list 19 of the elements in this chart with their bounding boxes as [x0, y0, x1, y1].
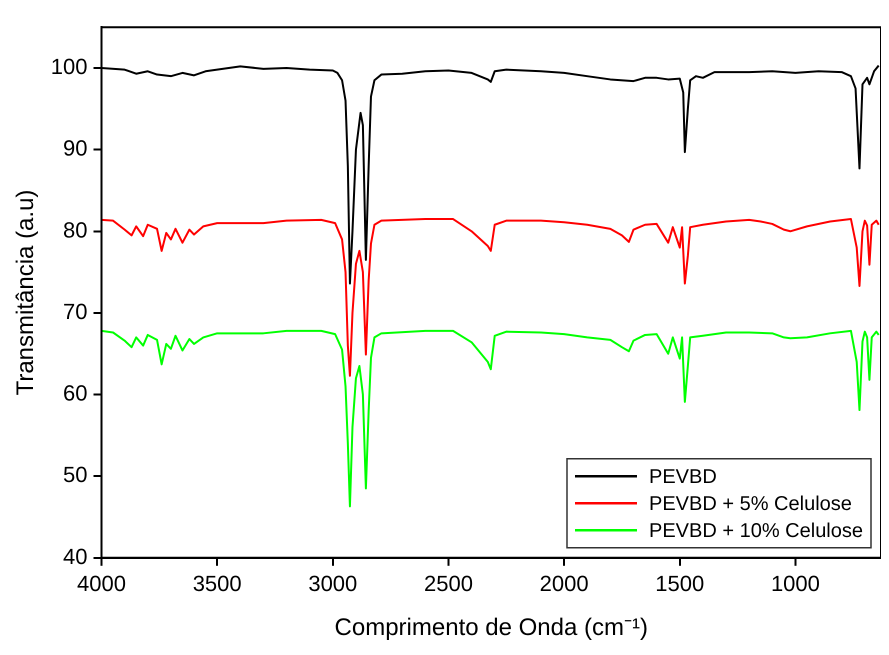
x-axis-title: Comprimento de Onda (cm⁻¹): [334, 614, 648, 642]
x-tick-label: 3000: [308, 571, 358, 596]
legend-label: PEVBD + 5% Celulose: [648, 492, 852, 515]
y-tick-label: 50: [63, 462, 88, 488]
x-tick-label: 4000: [77, 571, 126, 596]
x-tick-label: 2000: [540, 571, 589, 596]
y-tick-label: 60: [63, 380, 88, 406]
y-tick-label: 90: [63, 136, 88, 161]
y-tick-label: 70: [63, 298, 88, 324]
legend-label: PEVBD: [648, 466, 717, 488]
y-tick-label: 100: [50, 54, 88, 80]
y-tick-label: 80: [63, 217, 88, 242]
x-tick-label: 3500: [192, 571, 242, 596]
x-tick-label: 1500: [655, 571, 704, 596]
legend-label: PEVBD + 10% Celulose: [648, 520, 864, 542]
y-tick-label: 40: [63, 544, 88, 569]
x-tick-label: 2500: [424, 571, 473, 596]
x-tick-label: 1000: [770, 571, 820, 596]
y-axis-title: Transmitância (a.u): [12, 190, 40, 396]
